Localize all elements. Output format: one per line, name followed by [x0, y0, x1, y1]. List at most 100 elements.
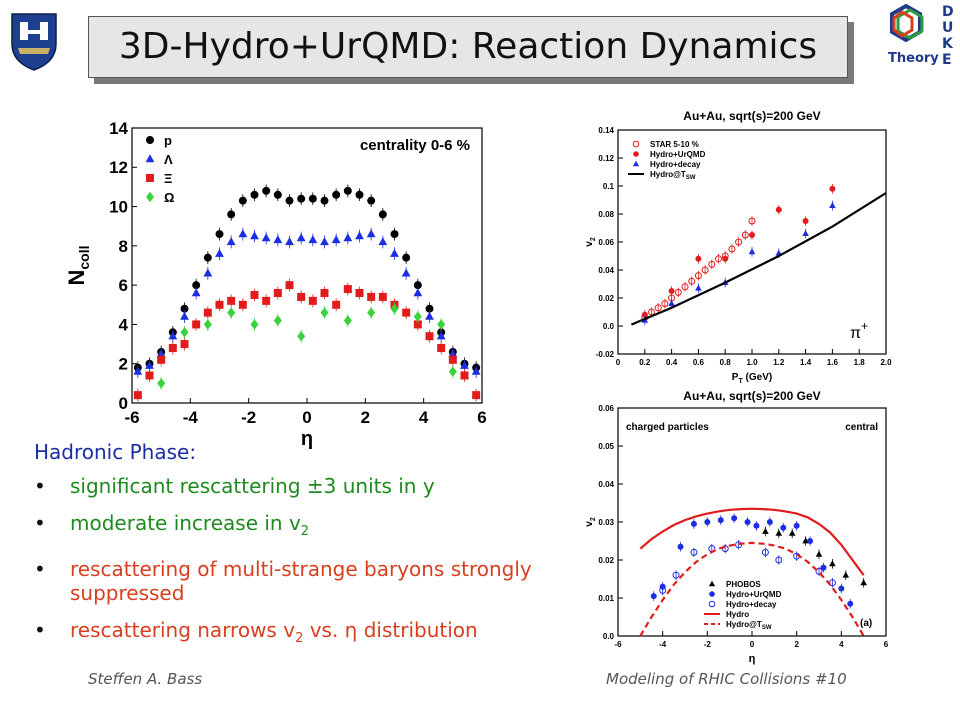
logo-letter-d: D	[942, 4, 954, 20]
data-point	[829, 202, 836, 208]
data-point	[704, 519, 711, 525]
data-point	[250, 231, 259, 240]
data-point	[355, 190, 364, 199]
data-point	[448, 366, 457, 377]
legend-marker	[708, 580, 716, 587]
series-dashed	[639, 541, 865, 637]
data-point	[688, 277, 696, 285]
x-tick-label: -2	[704, 640, 712, 649]
x-tick-label: -4	[183, 408, 199, 427]
data-point	[668, 300, 675, 306]
y-axis-label: v2	[584, 237, 597, 247]
data-point	[775, 529, 783, 536]
legend-label: Λ	[164, 152, 173, 167]
data-point	[766, 519, 773, 525]
pion-annotation: π+	[850, 319, 868, 342]
data-point	[273, 315, 282, 326]
y-tick-label: 0.04	[598, 480, 614, 489]
data-point	[807, 538, 814, 544]
x-tick-label: 2	[361, 408, 370, 427]
data-point	[203, 308, 212, 317]
y-tick-label: 0.02	[598, 294, 614, 303]
data-point	[192, 281, 201, 290]
list-item: • significant rescattering ±3 units in y	[34, 474, 574, 498]
data-point	[355, 231, 364, 240]
x-tick-label: -6	[124, 408, 139, 427]
data-point	[762, 527, 769, 534]
data-point	[672, 571, 680, 579]
y-axis-label-main: v	[584, 241, 595, 247]
data-point	[226, 237, 236, 246]
series-line	[630, 192, 887, 326]
data-point	[308, 296, 317, 305]
x-tick-label: 2.0	[880, 358, 892, 367]
legend-marker	[633, 151, 639, 157]
data-point	[401, 268, 411, 277]
legend-label-main: STAR 5-10 %	[650, 140, 699, 149]
data-point	[168, 331, 178, 340]
data-point	[471, 366, 481, 375]
data-point	[780, 524, 787, 531]
legend-marker	[632, 140, 640, 148]
x-tick-label: -2	[241, 408, 256, 427]
legend-label: Ξ	[164, 171, 172, 186]
legend-label: Hydro+decay	[650, 160, 701, 169]
data-point	[717, 517, 724, 524]
data-point	[227, 307, 236, 318]
pion-annotation-main: π	[850, 325, 861, 342]
data-point	[722, 255, 729, 262]
data-point	[320, 237, 329, 246]
data-point	[133, 391, 142, 400]
legend-label-main: Hydro	[726, 610, 749, 619]
data-point	[215, 300, 224, 309]
data-point	[273, 289, 282, 297]
duke-seal-logo	[8, 8, 60, 72]
y-tick-label: 0.06	[598, 238, 614, 247]
data-point	[425, 332, 434, 341]
data-point	[708, 260, 716, 268]
data-point	[650, 593, 657, 600]
data-point	[378, 237, 388, 246]
data-point	[735, 238, 743, 246]
central-annotation: central	[845, 422, 878, 433]
legend-marker	[145, 154, 155, 163]
y-axis-label-main: N	[64, 270, 89, 286]
data-point	[753, 522, 760, 529]
data-point	[701, 266, 709, 274]
series-open-circle	[659, 540, 836, 596]
data-point	[802, 230, 809, 236]
data-point	[695, 255, 702, 262]
data-point	[227, 296, 236, 305]
legend-label: Hydro	[726, 610, 749, 619]
data-point	[748, 248, 756, 255]
logo-theory-text: Theory	[888, 51, 939, 66]
data-point	[320, 307, 329, 318]
data-point	[308, 235, 318, 244]
logo-letter-u: U	[942, 20, 953, 36]
y-tick-label: 12	[109, 158, 128, 177]
data-point	[425, 311, 434, 320]
y-axis-label-sub: 2	[590, 517, 597, 521]
data-point	[668, 288, 675, 294]
centrality-annotation: centrality 0-6 %	[360, 137, 470, 154]
chart-svg: -6 -4 -2 0 2 4 6 0.0 0.01 0.02 0.03 0.04 0.05 0.06 Au+…	[584, 389, 889, 665]
series-triangle	[641, 200, 836, 326]
data-point	[448, 355, 457, 364]
list-item: • rescattering of multi-strange baryons …	[34, 557, 574, 605]
data-point	[180, 304, 189, 313]
data-point	[413, 320, 422, 329]
x-axis-label: η	[301, 428, 313, 450]
data-point	[157, 378, 166, 389]
y-tick-label: 10	[109, 198, 128, 217]
data-point	[860, 579, 867, 586]
data-point	[378, 210, 387, 219]
bullet-icon: •	[34, 511, 46, 535]
v2-eta-plot: -6 -4 -2 0 2 4 6 0.0 0.01 0.02 0.03 0.04 0.05 0.06 Au+…	[562, 384, 896, 672]
data-point	[378, 292, 387, 301]
data-point	[829, 560, 836, 567]
data-point	[674, 288, 682, 296]
title-box: 3D-Hydro+UrQMD: Reaction Dynamics	[88, 16, 848, 78]
data-point	[748, 217, 756, 225]
data-point	[842, 571, 850, 578]
data-point	[297, 292, 306, 301]
